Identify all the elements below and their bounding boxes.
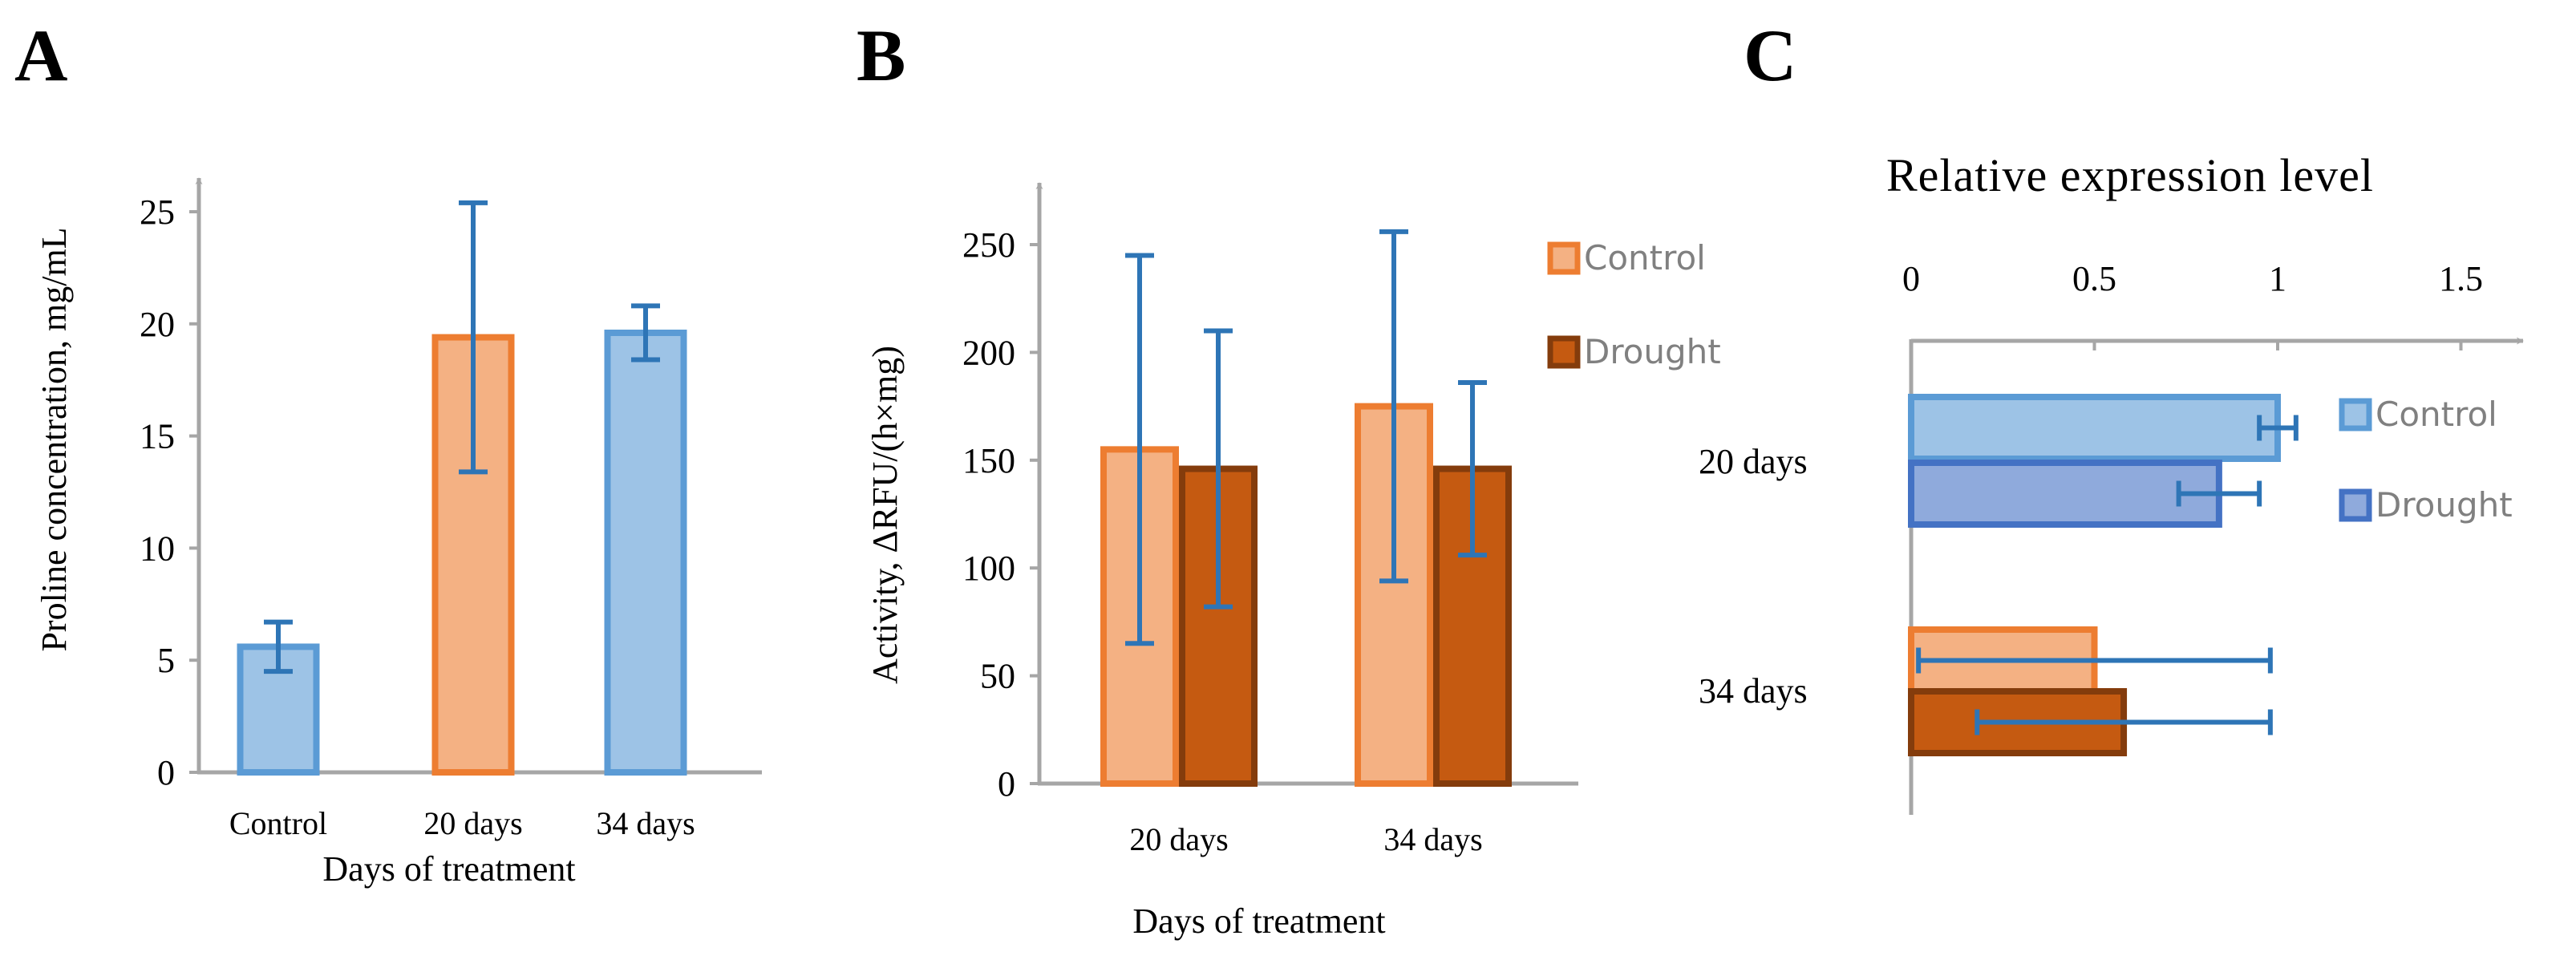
panel-a-x-axis-label: Days of treatment	[322, 849, 575, 889]
panel-b-y-tick-label: 50	[980, 657, 1015, 696]
panel-b-y-tick-label: 100	[962, 549, 1015, 588]
panel-c-legend-swatch-control	[2339, 398, 2372, 431]
panel-a: A Proline concentration, mg/mL Days of t…	[14, 14, 762, 889]
panel-c-category-labels: 20 days 34 days	[1699, 442, 1808, 711]
panel-b-y-tick-label: 0	[998, 764, 1015, 804]
panel-c-legend-label-control: Control	[2376, 395, 2497, 434]
panel-a-y-tick-label: 0	[157, 753, 175, 792]
panel-c-legend: Control Drought	[2339, 395, 2513, 525]
panel-c-bar	[1908, 460, 2222, 528]
panel-c-bars	[1908, 394, 2281, 756]
panel-a-bar	[604, 329, 687, 776]
panel-c-title: Relative expression level	[1886, 149, 2374, 201]
panel-c-bar	[1908, 394, 2281, 462]
panel-c-category-label: 34 days	[1699, 671, 1808, 711]
panel-b-y-axis-label: Activity, ΔRFU/(h×mg)	[865, 346, 905, 684]
panel-a-error-bars	[264, 200, 660, 674]
panel-b-y-tick-label: 250	[962, 225, 1015, 265]
panel-c-x-tick-label: 0	[1902, 259, 1920, 298]
panel-b-legend-label-control: Control	[1584, 238, 1706, 277]
panel-b-y-tick-label: 200	[962, 333, 1015, 372]
panel-a-y-tick-label: 25	[140, 192, 175, 232]
panel-a-y-tick-label: 5	[157, 641, 175, 680]
panel-c-x-tick-label: 1	[2269, 259, 2286, 298]
panel-a-bars	[237, 329, 687, 776]
panel-a-x-ticks: Control 20 days 34 days	[229, 805, 695, 841]
panel-b-x-axis-label: Days of treatment	[1132, 901, 1385, 941]
panel-c-category-label: 20 days	[1699, 442, 1808, 481]
panel-b-legend: Control Drought	[1547, 238, 1721, 371]
panel-a-x-tick-label: 20 days	[423, 805, 522, 841]
panel-b-legend-swatch-control	[1547, 241, 1581, 275]
panel-a-y-tick-label: 10	[140, 529, 175, 568]
panel-b-bars	[1100, 403, 1512, 787]
panel-c: C Relative expression level 0 0.5 1 1.5 20 …	[1699, 14, 2524, 815]
panel-c-label: C	[1744, 14, 1796, 96]
panel-b-x-ticks: 20 days 34 days	[1129, 821, 1482, 857]
panel-b-y-ticks: 0 50 100 150 200 250	[962, 225, 1039, 804]
panel-a-y-tick-label: 15	[140, 417, 175, 456]
panel-b-error-bars	[1125, 229, 1487, 646]
panel-a-x-tick-label: Control	[229, 805, 327, 841]
panel-a-x-tick-label: 34 days	[596, 805, 695, 841]
panel-b-y-tick-label: 150	[962, 441, 1015, 480]
panel-b: B Activity, ΔRFU/(h×mg) Days of treatmen…	[857, 14, 1721, 941]
panel-b-x-tick-label: 20 days	[1129, 821, 1228, 857]
panel-c-x-ticks: 0 0.5 1 1.5	[1902, 259, 2483, 350]
panel-c-error-bars	[1916, 415, 2299, 735]
panel-b-x-tick-label: 34 days	[1383, 821, 1482, 857]
panel-b-legend-label-drought: Drought	[1584, 332, 1721, 371]
panel-c-x-tick-label: 1.5	[2439, 259, 2483, 298]
panel-b-legend-swatch-drought	[1547, 335, 1581, 369]
panel-a-y-tick-label: 20	[140, 305, 175, 344]
panel-a-y-ticks: 0 5 10 15 20 25	[140, 192, 199, 792]
panel-c-legend-swatch-drought	[2339, 488, 2372, 522]
panel-a-y-axis-label: Proline concentration, mg/mL	[34, 227, 74, 651]
panel-c-legend-label-drought: Drought	[2376, 485, 2513, 525]
panel-b-label: B	[857, 14, 905, 96]
panel-c-x-tick-label: 0.5	[2072, 259, 2116, 298]
panel-a-label: A	[14, 14, 67, 96]
